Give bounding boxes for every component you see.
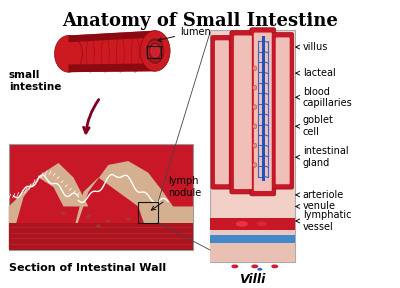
FancyBboxPatch shape bbox=[250, 28, 276, 196]
Text: villus: villus bbox=[296, 42, 328, 52]
Ellipse shape bbox=[257, 268, 262, 271]
Bar bbox=[210, 243, 295, 262]
Bar bbox=[210, 223, 295, 262]
Ellipse shape bbox=[106, 219, 110, 222]
Text: venule: venule bbox=[296, 202, 336, 211]
Polygon shape bbox=[68, 161, 173, 250]
Ellipse shape bbox=[150, 44, 160, 58]
Ellipse shape bbox=[140, 31, 170, 71]
Text: lymph
nodule: lymph nodule bbox=[151, 176, 201, 210]
Polygon shape bbox=[68, 63, 155, 72]
Ellipse shape bbox=[253, 124, 257, 129]
Bar bbox=[9, 223, 193, 250]
Text: lymphatic
vessel: lymphatic vessel bbox=[296, 210, 351, 232]
Ellipse shape bbox=[145, 37, 165, 65]
FancyBboxPatch shape bbox=[230, 31, 256, 194]
Ellipse shape bbox=[251, 264, 258, 268]
Ellipse shape bbox=[96, 224, 100, 227]
Ellipse shape bbox=[86, 215, 90, 217]
FancyBboxPatch shape bbox=[215, 40, 229, 184]
Bar bbox=[9, 144, 193, 250]
Ellipse shape bbox=[231, 264, 238, 268]
Text: Section of Intestinal Wall: Section of Intestinal Wall bbox=[9, 264, 166, 274]
Ellipse shape bbox=[253, 162, 257, 167]
Ellipse shape bbox=[253, 105, 257, 109]
Text: Villi: Villi bbox=[239, 273, 265, 286]
Polygon shape bbox=[153, 197, 193, 250]
Bar bbox=[210, 218, 295, 230]
Ellipse shape bbox=[257, 221, 267, 226]
FancyBboxPatch shape bbox=[234, 35, 252, 189]
Ellipse shape bbox=[62, 212, 66, 215]
Polygon shape bbox=[68, 31, 155, 72]
Bar bbox=[138, 202, 158, 223]
Text: arteriole: arteriole bbox=[296, 190, 344, 200]
Ellipse shape bbox=[54, 35, 82, 72]
FancyBboxPatch shape bbox=[272, 33, 294, 189]
Ellipse shape bbox=[253, 143, 257, 148]
Text: intestinal
gland: intestinal gland bbox=[296, 146, 348, 168]
Text: Anatomy of Small Intestine: Anatomy of Small Intestine bbox=[62, 12, 338, 30]
Text: lumen: lumen bbox=[158, 26, 211, 41]
Bar bbox=[210, 30, 295, 262]
Ellipse shape bbox=[126, 217, 130, 221]
Bar bbox=[147, 46, 161, 58]
Text: small
intestine: small intestine bbox=[9, 70, 61, 92]
Ellipse shape bbox=[236, 221, 248, 227]
Text: lacteal: lacteal bbox=[296, 68, 335, 78]
Ellipse shape bbox=[271, 264, 278, 268]
Ellipse shape bbox=[253, 85, 257, 90]
Text: blood
capillaries: blood capillaries bbox=[296, 86, 352, 108]
Bar bbox=[210, 236, 295, 243]
Polygon shape bbox=[68, 31, 155, 42]
FancyBboxPatch shape bbox=[276, 37, 290, 184]
FancyBboxPatch shape bbox=[254, 33, 272, 191]
Ellipse shape bbox=[253, 66, 257, 71]
Text: goblet
cell: goblet cell bbox=[296, 115, 334, 137]
Polygon shape bbox=[9, 163, 88, 250]
FancyBboxPatch shape bbox=[211, 35, 233, 189]
